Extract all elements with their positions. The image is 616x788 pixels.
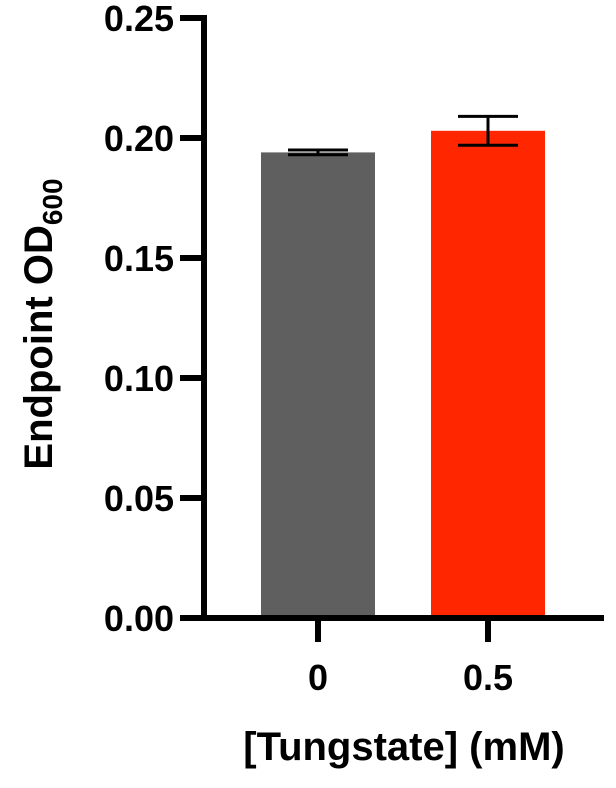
y-axis-title-subscript: 600	[37, 178, 68, 225]
y-tick-label-2: 0.10	[104, 358, 174, 399]
y-tick-label-1: 0.05	[104, 478, 174, 519]
bars	[261, 130, 545, 619]
y-tick-label-5: 0.25	[104, 0, 174, 39]
y-tick-label-3: 0.15	[104, 238, 174, 279]
bar-1	[431, 130, 545, 619]
y-axis-title-main: Endpoint OD	[17, 225, 61, 469]
y-tick-label-4: 0.20	[104, 118, 174, 159]
x-axis-ticks: 0 0.5	[308, 618, 513, 698]
y-axis-title: Endpoint OD600	[17, 178, 68, 469]
bar-0	[261, 152, 375, 618]
y-axis-ticks: 0.00 0.05 0.10 0.15 0.20 0.25	[104, 0, 204, 639]
error-bars	[288, 114, 518, 157]
x-tick-label-0: 0	[308, 657, 328, 698]
y-tick-label-0: 0.00	[104, 598, 174, 639]
x-tick-label-1: 0.5	[463, 657, 513, 698]
x-axis-title: [Tungstate] (mM)	[243, 725, 564, 769]
